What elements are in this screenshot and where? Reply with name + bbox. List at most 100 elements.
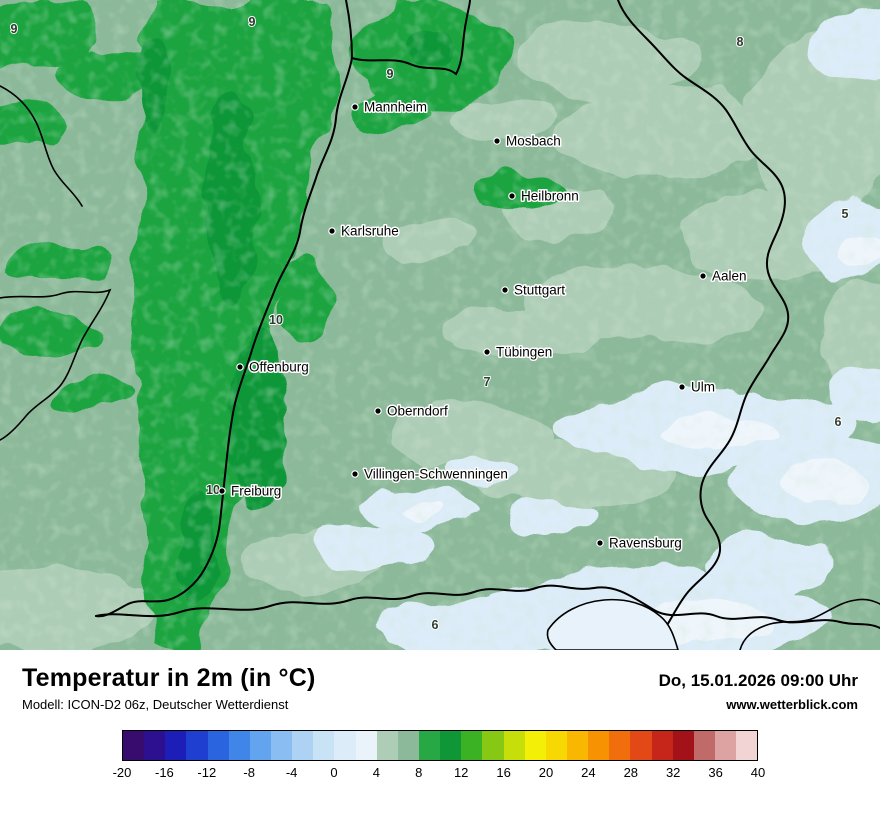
colorbar-tick: -16 (154, 765, 174, 780)
colorbar-cell (440, 731, 462, 760)
city-label: Freiburg (231, 484, 281, 499)
colorbar-cell (334, 731, 356, 760)
city-dot (699, 272, 707, 280)
colorbar-tick: 0 (330, 765, 338, 780)
colorbar-cell (566, 731, 589, 760)
city-marker: Ravensburg (596, 534, 683, 552)
temperature-legend: -20 -16 -12 -8 -4 0 4 8 12 16 20 24 28 32 36 40 (113, 730, 766, 783)
colorbar-tick-labels: -20 -16 -12 -8 -4 0 4 8 12 16 20 24 28 32 36 40 (113, 761, 766, 783)
colorbar-cell (503, 731, 525, 760)
city-dot (236, 363, 244, 371)
city-dot (374, 407, 382, 415)
page-title: Temperatur in 2m (in °C) (22, 664, 316, 692)
colorbar-cell (609, 731, 631, 760)
city-label: Karlsruhe (341, 224, 399, 239)
colorbar-cell (736, 731, 758, 760)
colorbar-tick: 28 (623, 765, 639, 780)
colorbar-cell (630, 731, 652, 760)
temperature-value-label: 9 (11, 22, 18, 36)
colorbar-cell (165, 731, 187, 760)
temperature-value-label: 5 (842, 207, 849, 221)
city-dot (218, 487, 226, 495)
city-marker: Tübingen (483, 343, 554, 361)
colorbar-tick: 4 (372, 765, 381, 780)
city-marker: Stuttgart (501, 281, 567, 299)
colorbar-cell (482, 731, 504, 760)
weather-map: 9 9 9 8 5 10 7 6 10 6 Mannheim Mosbach Heilbronn Kar… (0, 0, 880, 650)
colorbar-cell (545, 731, 567, 760)
colorbar (122, 730, 758, 761)
colorbar-cell (292, 731, 314, 760)
colorbar-cell (270, 731, 293, 760)
colorbar-cell (313, 731, 335, 760)
colorbar-tick: -12 (197, 765, 217, 780)
colorbar-cell (144, 731, 166, 760)
colorbar-cell (461, 731, 483, 760)
city-label: Villingen-Schwenningen (364, 467, 508, 482)
city-label: Heilbronn (521, 189, 579, 204)
map-borders (0, 0, 880, 650)
city-label: Mannheim (364, 100, 427, 115)
city-dot (596, 539, 604, 547)
temperature-value-label: 8 (737, 35, 744, 49)
city-marker: Karlsruhe (328, 222, 400, 240)
colorbar-cell (714, 731, 737, 760)
city-label: Tübingen (496, 345, 552, 360)
temperature-value-label: 7 (484, 375, 491, 389)
city-marker: Aalen (699, 267, 748, 285)
colorbar-tick: -20 (112, 765, 132, 780)
colorbar-tick: 24 (581, 765, 596, 780)
colorbar-cell (588, 731, 610, 760)
colorbar-tick: 8 (415, 765, 423, 780)
city-dot (351, 470, 359, 478)
colorbar-cell (651, 731, 673, 760)
colorbar-tick: 40 (750, 765, 766, 780)
website-text: www.wetterblick.com (726, 697, 858, 712)
colorbar-cell (207, 731, 229, 760)
temperature-value-label: 6 (835, 415, 842, 429)
city-label: Oberndorf (387, 404, 448, 419)
colorbar-tick: 16 (496, 765, 511, 780)
city-label: Ulm (691, 380, 715, 395)
colorbar-cell (376, 731, 398, 760)
colorbar-cell (693, 731, 715, 760)
city-dot (483, 348, 491, 356)
colorbar-tick: 36 (708, 765, 723, 780)
model-info: Modell: ICON-D2 06z, Deutscher Wetterdie… (22, 697, 289, 712)
forecast-datetime: Do, 15.01.2026 09:00 Uhr (658, 671, 858, 690)
temperature-value-label: 9 (249, 15, 256, 29)
city-marker: Oberndorf (374, 402, 450, 420)
colorbar-cell (123, 731, 145, 760)
city-dot (508, 192, 516, 200)
city-marker: Ulm (678, 378, 717, 396)
colorbar-cell (355, 731, 377, 760)
temperature-value-label: 6 (432, 618, 439, 632)
colorbar-cell (249, 731, 271, 760)
colorbar-tick: 32 (665, 765, 681, 780)
city-label: Aalen (712, 269, 747, 284)
colorbar-cell (418, 731, 441, 760)
map-footer: Temperatur in 2m (in °C) Do, 15.01.2026 … (0, 650, 880, 830)
map-noise-texture (0, 0, 880, 650)
city-marker: Villingen-Schwenningen (351, 465, 509, 483)
city-dot (493, 137, 501, 145)
colorbar-cell (524, 731, 546, 760)
city-marker: Mosbach (493, 132, 562, 150)
colorbar-cell (186, 731, 208, 760)
colorbar-tick: 20 (538, 765, 554, 780)
city-label: Ravensburg (609, 536, 682, 551)
colorbar-tick: -4 (285, 765, 298, 780)
city-dot (501, 286, 509, 294)
colorbar-cell (397, 731, 419, 760)
city-marker: Heilbronn (508, 187, 580, 205)
colorbar-tick: -8 (243, 765, 255, 780)
city-label: Offenburg (249, 360, 309, 375)
lake-constance (546, 598, 679, 650)
city-dot (678, 383, 686, 391)
temperature-value-label: 10 (206, 483, 220, 497)
colorbar-cell (228, 731, 250, 760)
colorbar-cell (672, 731, 694, 760)
colorbar-tick: 12 (453, 765, 469, 780)
temperature-map-svg: 9 9 9 8 5 10 7 6 10 6 Mannheim Mosbach Heilbronn Kar… (0, 0, 880, 650)
city-marker: Mannheim (351, 98, 429, 116)
